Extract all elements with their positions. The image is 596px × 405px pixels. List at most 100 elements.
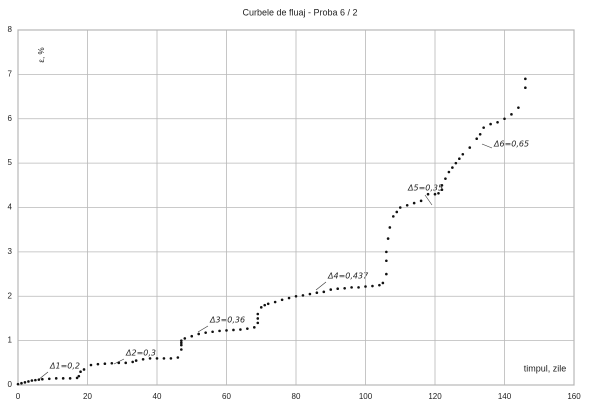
y-tick-label: 8 <box>8 25 13 34</box>
annotation: Δ2=0,3 <box>125 349 156 358</box>
data-point <box>329 288 333 291</box>
data-point <box>395 210 399 214</box>
data-point <box>437 192 440 195</box>
data-point <box>458 157 461 160</box>
data-point <box>183 337 187 340</box>
data-point <box>141 357 145 361</box>
data-point <box>47 377 51 381</box>
data-point <box>27 380 30 383</box>
data-point <box>444 177 447 180</box>
data-point <box>308 292 312 296</box>
chart-title: Curbele de fluaj - Proba 6 / 2 <box>242 7 357 17</box>
y-tick-label: 6 <box>8 114 13 123</box>
data-point <box>176 356 180 359</box>
data-point <box>225 329 228 332</box>
data-point <box>155 357 159 360</box>
y-axis-label: ε, % <box>37 47 46 62</box>
data-point <box>190 334 194 338</box>
data-point <box>503 117 506 121</box>
data-point <box>440 188 444 192</box>
data-point <box>16 382 20 386</box>
data-point <box>253 326 256 329</box>
data-point <box>385 250 388 254</box>
data-point <box>110 361 114 365</box>
y-tick-label: 4 <box>8 203 13 212</box>
data-point <box>20 381 23 385</box>
data-point <box>239 328 242 331</box>
x-axis-label: timpul, zile <box>524 363 567 373</box>
data-point <box>388 226 392 229</box>
x-tick-label: 120 <box>428 392 442 401</box>
annotation: Δ5=0,35 <box>407 184 443 193</box>
data-point <box>180 348 183 351</box>
data-point <box>447 170 451 174</box>
data-point <box>218 329 221 333</box>
data-point <box>381 281 385 285</box>
data-point <box>117 361 121 365</box>
data-point <box>148 357 152 360</box>
data-point <box>478 132 482 136</box>
data-point <box>489 122 492 126</box>
data-point <box>350 286 353 289</box>
data-point <box>256 317 260 320</box>
data-point <box>392 215 395 218</box>
annotation: Δ3=0,36 <box>209 316 245 325</box>
data-point <box>454 161 458 165</box>
annotation: Δ6=0,65 <box>493 140 529 149</box>
data-point <box>30 379 34 382</box>
x-tick-label: 140 <box>498 392 512 401</box>
data-point <box>79 370 82 373</box>
data-point <box>364 285 367 288</box>
data-point <box>54 377 58 380</box>
data-point <box>82 368 86 371</box>
data-point <box>398 206 402 209</box>
data-point <box>385 272 388 276</box>
data-point <box>23 381 27 384</box>
data-point <box>294 294 298 298</box>
data-point <box>468 146 472 149</box>
data-point <box>180 343 183 347</box>
data-point <box>343 286 346 290</box>
data-point <box>246 327 249 330</box>
x-tick-label: 80 <box>292 392 301 401</box>
data-point <box>61 377 65 380</box>
data-point <box>77 374 81 378</box>
data-point <box>68 377 72 380</box>
data-point <box>287 296 291 300</box>
data-point <box>34 378 37 382</box>
data-point <box>301 294 305 297</box>
x-tick-label: 160 <box>567 392 581 401</box>
annotation: Δ1=0,2 <box>49 362 80 371</box>
data-point <box>386 237 390 240</box>
x-tick-label: 0 <box>16 392 21 401</box>
data-point <box>357 286 360 289</box>
data-point <box>41 377 44 381</box>
data-point <box>405 203 409 207</box>
data-point <box>475 137 479 141</box>
data-point <box>37 378 41 381</box>
data-point <box>280 298 284 302</box>
x-tick-label: 100 <box>359 392 373 401</box>
data-point <box>510 113 513 116</box>
data-point <box>180 339 183 342</box>
data-point <box>75 376 79 380</box>
data-point <box>259 306 263 309</box>
y-tick-label: 0 <box>8 380 13 389</box>
data-point <box>315 291 319 295</box>
x-tick-label: 40 <box>153 392 162 401</box>
annotation-leaders <box>37 143 493 381</box>
data-point <box>204 331 207 334</box>
y-tick-label: 2 <box>8 291 13 300</box>
data-point <box>433 192 437 196</box>
x-tick-label: 60 <box>222 392 231 401</box>
data-point <box>89 363 93 367</box>
data-point <box>197 332 200 336</box>
data-point <box>134 359 138 362</box>
data-point <box>496 121 499 124</box>
data-point <box>482 126 485 129</box>
data-point <box>96 362 100 366</box>
data-point <box>451 166 454 169</box>
y-tick-label: 1 <box>8 336 13 345</box>
y-tick-label: 3 <box>8 247 13 256</box>
